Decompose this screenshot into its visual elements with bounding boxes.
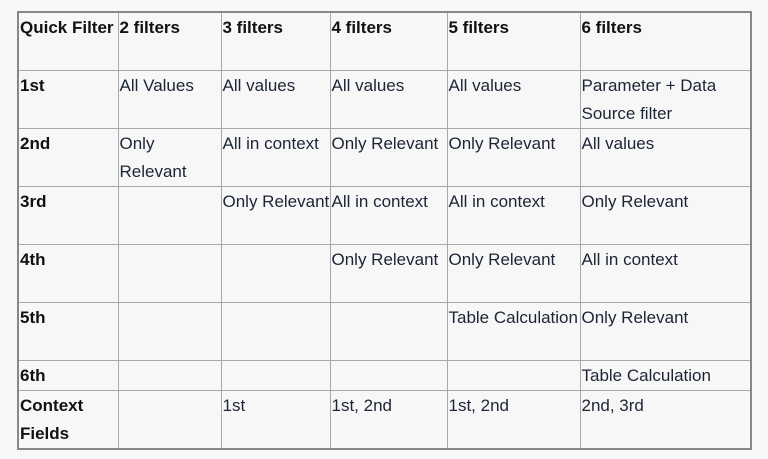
table-cell xyxy=(117,360,222,391)
table-cell: 2nd, 3rd xyxy=(579,390,752,450)
table-cell xyxy=(117,244,222,303)
table-row: 5th Table Calculation Only Relevant xyxy=(17,302,752,361)
row-header: 5th xyxy=(17,302,119,361)
table-cell xyxy=(329,360,448,391)
table-cell: Only Relevant xyxy=(329,244,448,303)
table-cell xyxy=(329,302,448,361)
table-cell: Only Relevant xyxy=(329,128,448,187)
table-cell xyxy=(446,360,581,391)
table-cell: Only Relevant xyxy=(446,128,581,187)
table-cell: All values xyxy=(579,128,752,187)
table-cell xyxy=(220,302,331,361)
row-header: 1st xyxy=(17,70,119,129)
table-cell: All in context xyxy=(579,244,752,303)
table-cell: Only Relevant xyxy=(117,128,222,187)
table-cell: All in context xyxy=(329,186,448,245)
table-cell: Table Calculation xyxy=(446,302,581,361)
column-header: 3 filters xyxy=(220,11,331,71)
table-row: Context Fields 1st 1st, 2nd 1st, 2nd 2nd, 3r… xyxy=(17,390,752,450)
row-header: 3rd xyxy=(17,186,119,245)
table-cell: All in context xyxy=(446,186,581,245)
table-cell: Only Relevant xyxy=(220,186,331,245)
column-header: 5 filters xyxy=(446,11,581,71)
table-cell: Table Calculation xyxy=(579,360,752,391)
table-row: 6th Table Calculation xyxy=(17,360,752,391)
table-row: 4th Only Relevant Only Relevant All in cont… xyxy=(17,244,752,303)
table-cell xyxy=(117,302,222,361)
table-cell: All in context xyxy=(220,128,331,187)
table-cell xyxy=(117,390,222,450)
column-header: 4 filters xyxy=(329,11,448,71)
table-cell: Only Relevant xyxy=(446,244,581,303)
table-cell: All values xyxy=(446,70,581,129)
table-cell: Parameter + Data Source filter xyxy=(579,70,752,129)
table-cell xyxy=(220,244,331,303)
row-header: 6th xyxy=(17,360,119,391)
row-header: Context Fields xyxy=(17,390,119,450)
table-cell: All values xyxy=(329,70,448,129)
table-row: 1st All Values All values All values All val… xyxy=(17,70,752,129)
quick-filter-table: Quick Filter 2 filters 3 filters 4 filters 5… xyxy=(17,11,752,450)
row-header: 2nd xyxy=(17,128,119,187)
row-header: 4th xyxy=(17,244,119,303)
header-row: Quick Filter 2 filters 3 filters 4 filters 5… xyxy=(17,11,752,71)
table-cell: All values xyxy=(220,70,331,129)
table-row: 3rd Only Relevant All in context All in con… xyxy=(17,186,752,245)
table-row: 2nd Only Relevant All in context Only Relev… xyxy=(17,128,752,187)
table-cell: Only Relevant xyxy=(579,302,752,361)
table-cell: 1st, 2nd xyxy=(329,390,448,450)
table-cell: All Values xyxy=(117,70,222,129)
table-cell: 1st xyxy=(220,390,331,450)
column-header: 6 filters xyxy=(579,11,752,71)
table-cell xyxy=(220,360,331,391)
column-header: 2 filters xyxy=(117,11,222,71)
table-cell: Only Relevant xyxy=(579,186,752,245)
table-cell xyxy=(117,186,222,245)
column-header: Quick Filter xyxy=(17,11,119,71)
table-cell: 1st, 2nd xyxy=(446,390,581,450)
